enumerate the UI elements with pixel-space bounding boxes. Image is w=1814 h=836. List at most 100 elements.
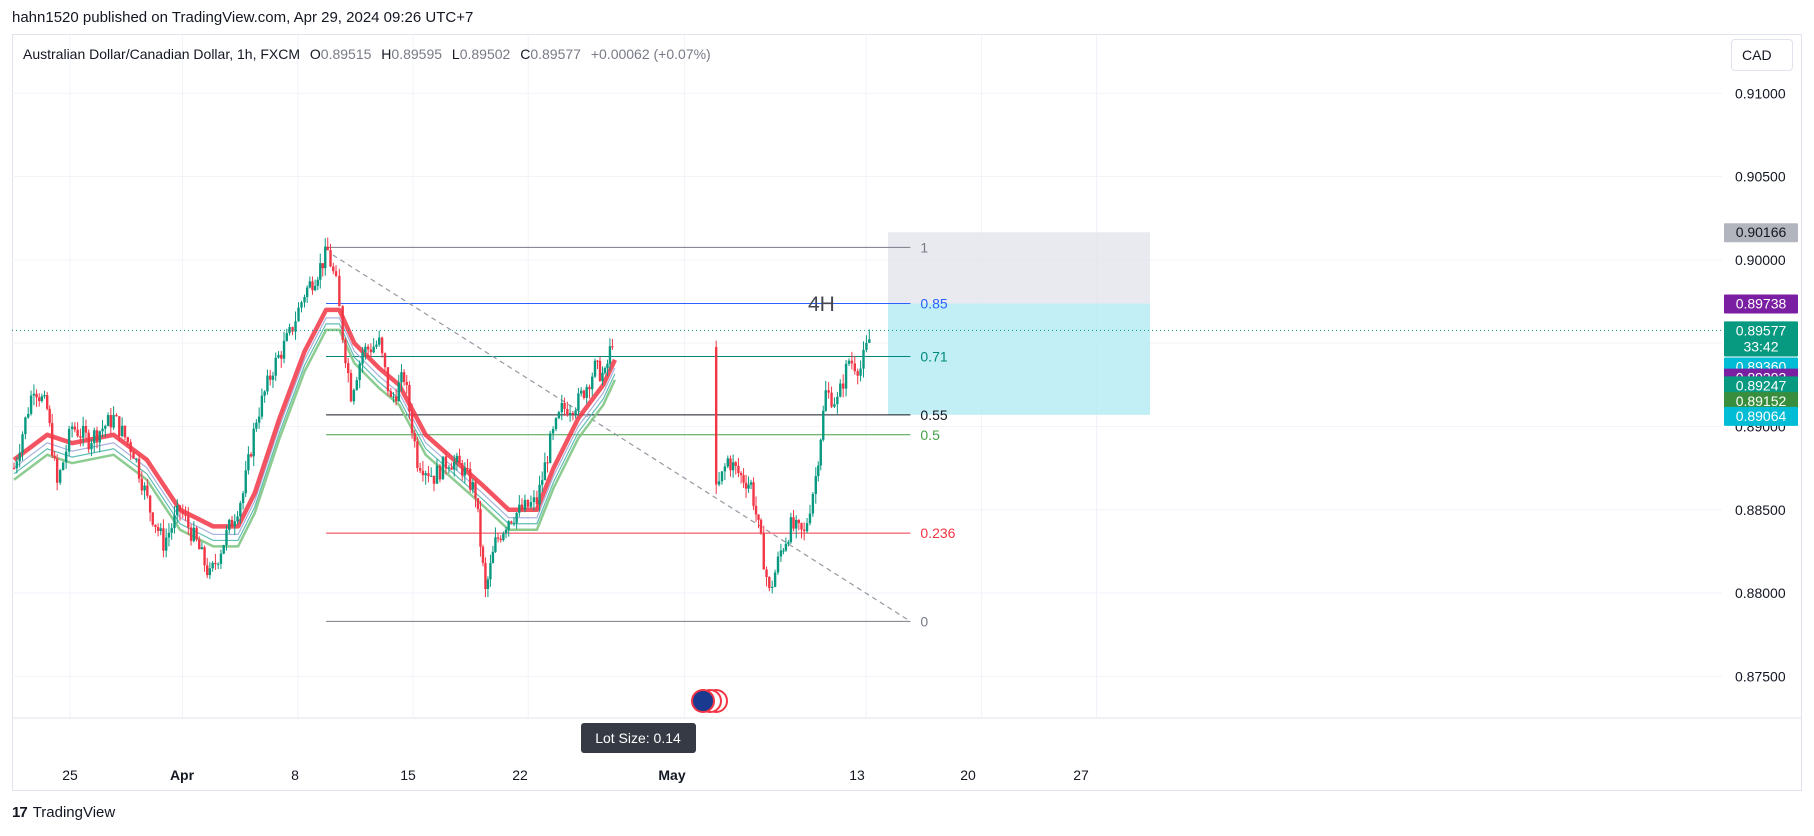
candle-body	[424, 473, 427, 476]
candle-body	[222, 545, 225, 554]
fib-level-label: 0.71	[920, 349, 947, 365]
footer-brand[interactable]: 17 TradingView	[12, 804, 115, 821]
candle-body	[32, 393, 36, 396]
candle-body	[574, 410, 577, 415]
candle-body	[211, 562, 214, 569]
candle-body	[507, 521, 510, 530]
candle-body	[98, 431, 101, 443]
candle-body	[742, 475, 745, 483]
candle-body	[316, 279, 319, 286]
y-tick-label: 0.91000	[1735, 85, 1786, 101]
candle-body	[839, 383, 842, 397]
candle-body	[203, 547, 206, 566]
candle-body	[159, 528, 162, 531]
candle-body	[200, 547, 204, 550]
candle-body	[802, 529, 806, 532]
candle-body	[55, 458, 59, 483]
candle-body	[771, 586, 774, 588]
candle-body	[571, 412, 575, 415]
candle-body	[833, 404, 836, 407]
candle-body	[118, 416, 121, 437]
candle-body	[233, 521, 236, 527]
candle-body	[418, 467, 422, 471]
candle-body	[734, 462, 737, 466]
price-label-bg	[1724, 376, 1798, 396]
ma-line-purple	[13, 317, 616, 536]
candle-body	[228, 519, 231, 530]
candle-body	[737, 465, 740, 474]
candle-body	[611, 346, 614, 348]
fib-level-label: 1	[920, 239, 928, 255]
candle-body	[366, 346, 370, 350]
candle-body	[266, 375, 269, 392]
price-label: 0.90166	[1736, 224, 1787, 240]
candle-body	[759, 519, 763, 534]
candle-body	[847, 360, 851, 364]
candle-body	[263, 391, 266, 396]
candle-body	[106, 415, 110, 426]
candle-body	[126, 437, 130, 443]
lot-size-label: Lot Size: 0.14	[595, 730, 681, 746]
candle-body	[40, 396, 44, 402]
candle-body	[58, 470, 62, 483]
candle-body	[463, 467, 467, 476]
candle-body	[216, 563, 220, 565]
candle-body	[413, 433, 416, 442]
currency-button[interactable]: CAD	[1731, 39, 1793, 71]
ma-line-teal	[13, 323, 616, 542]
candle-body	[249, 454, 253, 457]
candle-body	[450, 467, 453, 470]
candle-body	[12, 468, 16, 470]
price-label-bg	[1724, 337, 1798, 357]
candle-body	[156, 527, 160, 531]
candle-body	[739, 473, 743, 476]
candle-body	[170, 528, 173, 533]
candle-body	[21, 434, 24, 453]
candle-body	[441, 456, 445, 480]
x-tick-label: 20	[960, 767, 976, 783]
candle-body	[787, 542, 790, 544]
zone-cyan	[888, 303, 1150, 415]
candle-body	[421, 470, 425, 476]
candle-body	[73, 426, 77, 430]
candle-body	[598, 360, 602, 381]
candle-body	[319, 263, 322, 280]
candle-body	[836, 396, 839, 405]
candle-body	[294, 321, 297, 332]
symbol-name[interactable]: Australian Dollar/Canadian Dollar, 1h, F…	[23, 46, 301, 62]
high-value: 0.89595	[391, 46, 443, 62]
candle-body	[548, 433, 552, 463]
candle-body	[502, 533, 505, 541]
candle-body	[744, 482, 748, 489]
candle-body	[24, 417, 27, 435]
x-tick-label: 15	[400, 767, 416, 783]
candle-body	[81, 425, 85, 438]
candle-body	[402, 372, 406, 382]
fib-level-label: 0.85	[920, 296, 947, 312]
candle-body	[400, 372, 403, 383]
x-tick-label: 27	[1073, 767, 1089, 783]
candle-body	[596, 360, 599, 362]
candle-body	[468, 468, 472, 490]
candle-body	[123, 425, 127, 438]
candle-body	[15, 461, 19, 469]
candle-body	[300, 302, 303, 308]
price-label-bg	[1724, 321, 1798, 341]
candle-body	[154, 524, 157, 528]
candle-body	[824, 390, 827, 411]
candle-body	[811, 494, 815, 514]
candle-body	[494, 537, 497, 552]
candle-body	[862, 349, 865, 369]
y-tick-label: 0.90000	[1735, 252, 1786, 268]
candle-body	[518, 504, 521, 513]
candle-body	[554, 418, 558, 430]
candle-body	[579, 390, 583, 394]
candle-body	[109, 415, 113, 428]
candle-body	[535, 497, 539, 505]
candle-body	[551, 429, 555, 434]
candle-body	[358, 363, 361, 381]
y-tick-label: 0.90500	[1735, 169, 1786, 185]
candle-body	[526, 499, 530, 507]
candle-body	[67, 429, 71, 452]
